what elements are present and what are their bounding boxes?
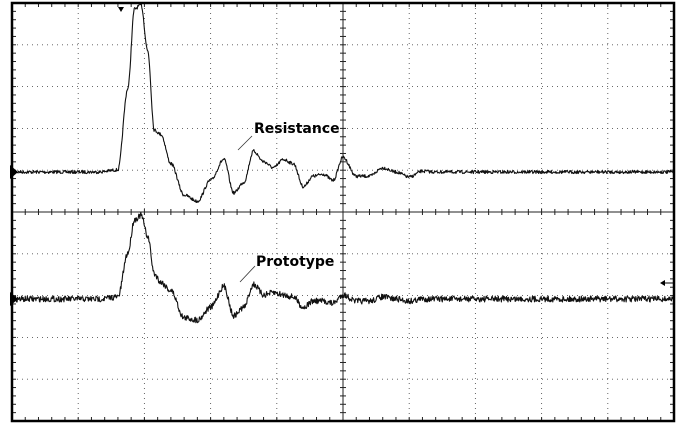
trigger-marker [118,7,124,12]
annotation-resistance: Resistance [254,121,340,137]
prototype-leader-line [239,265,256,283]
series-line-resistance [11,2,675,204]
plot-frame [10,1,676,423]
left-arrow-icon [660,280,673,286]
annotation-prototype: Prototype [256,254,334,270]
series-line-prototype [11,211,675,324]
resistance-leader-line [237,135,253,151]
